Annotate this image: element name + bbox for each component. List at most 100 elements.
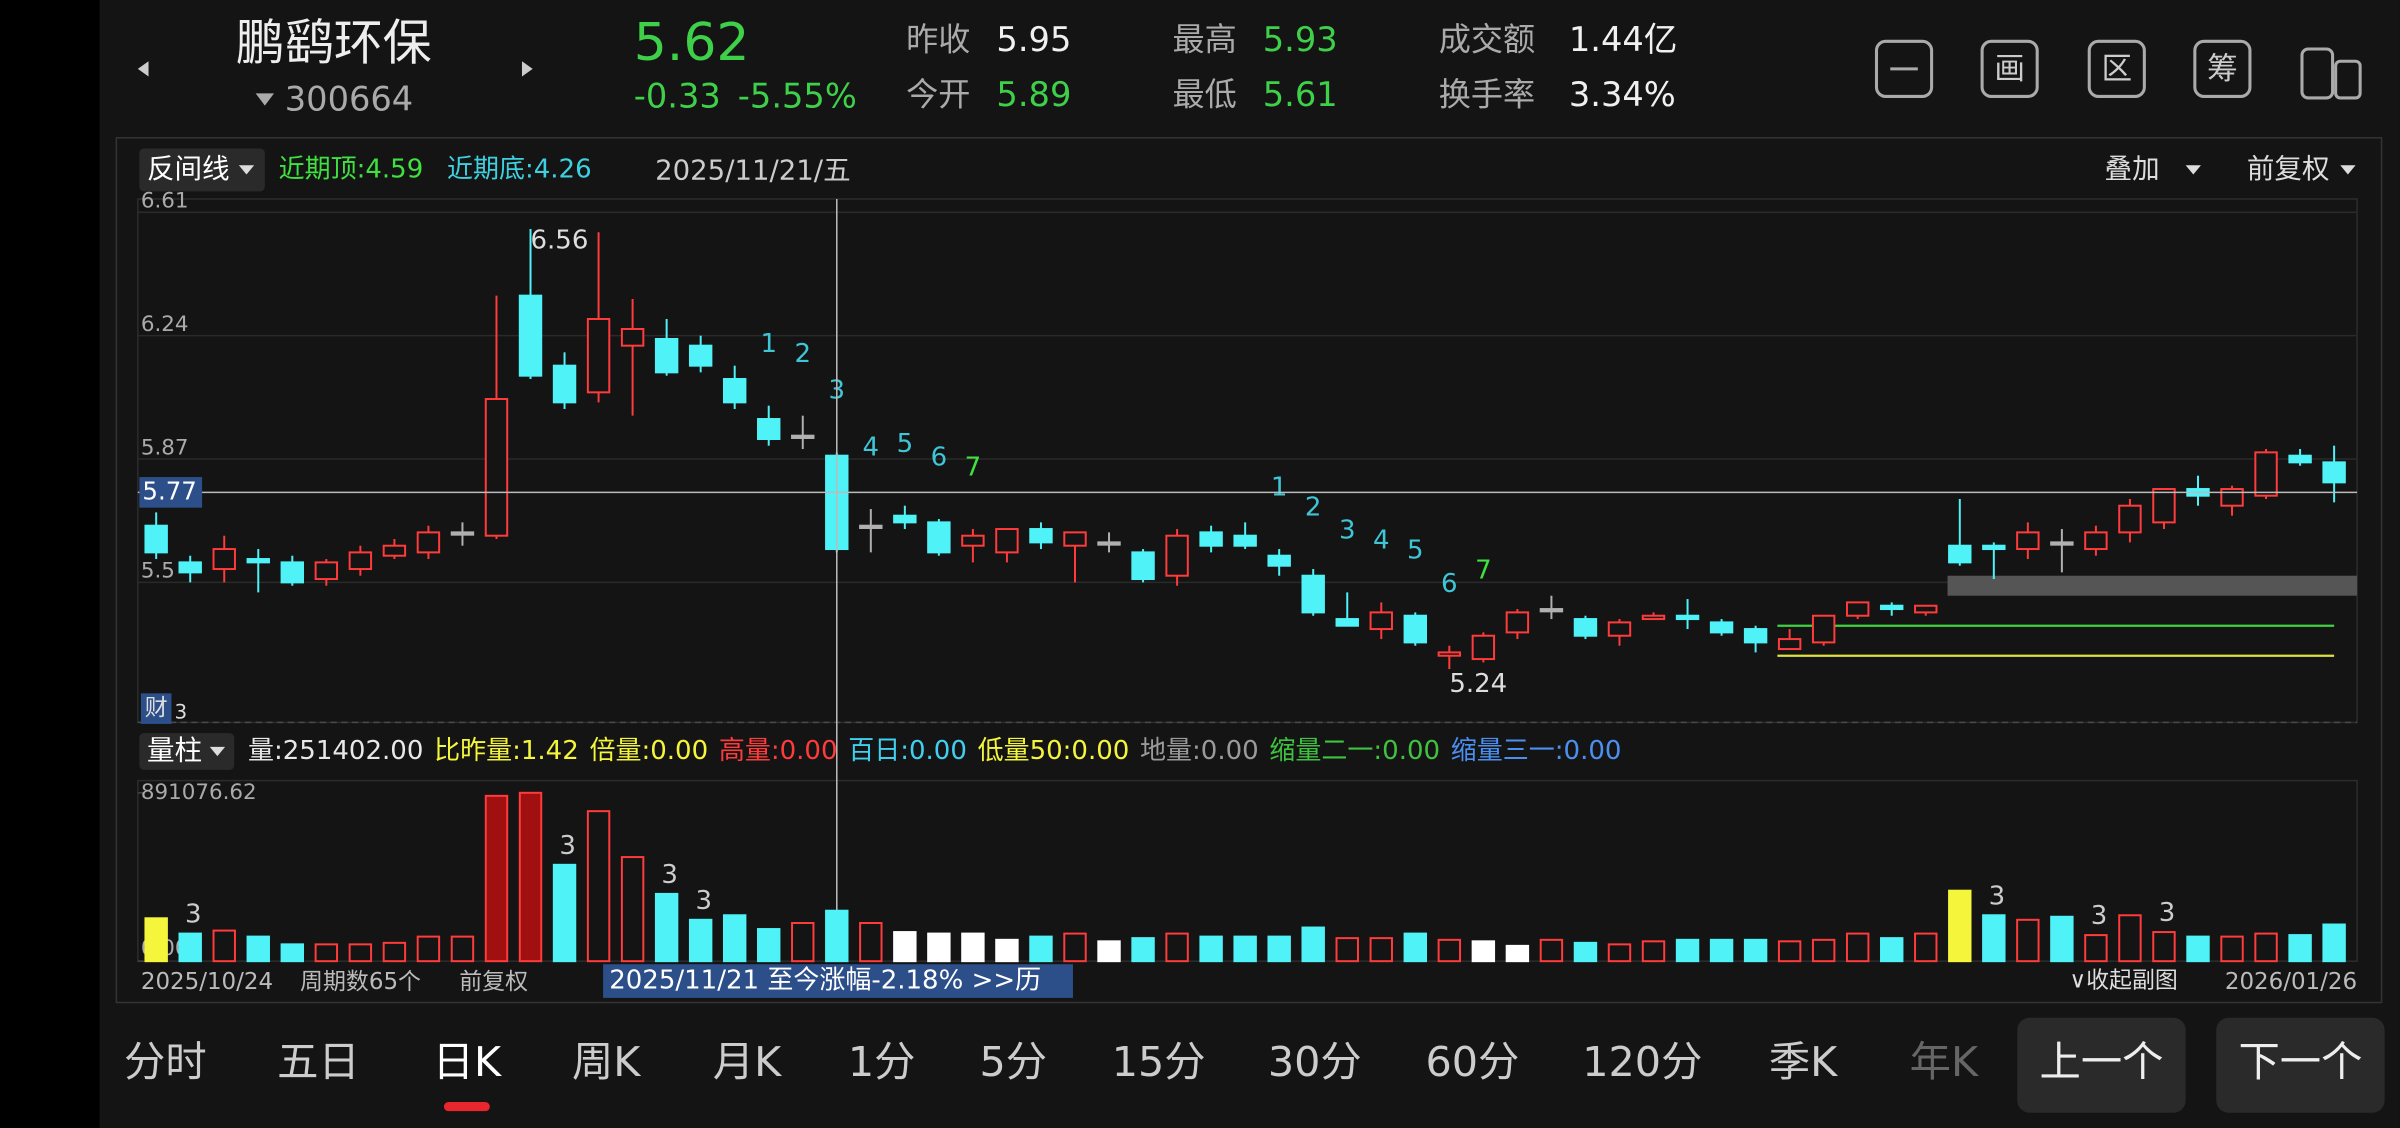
volume-bar bbox=[1914, 932, 1938, 963]
volume-stat: 倍量:0.00 bbox=[589, 736, 708, 766]
period-tab[interactable]: 1分 bbox=[848, 1038, 916, 1086]
chart-panel bbox=[115, 136, 2383, 1004]
period-tab[interactable]: 周K bbox=[572, 1038, 641, 1086]
icon-phone-2 bbox=[2334, 59, 2362, 100]
volume-bar bbox=[1743, 938, 1768, 963]
period-tab[interactable]: 日K bbox=[433, 1038, 502, 1086]
period-tab[interactable]: 季K bbox=[1769, 1038, 1838, 1086]
price-change-pct: -5.55% bbox=[738, 76, 857, 115]
x-tick-label: 2025/10/24 bbox=[141, 969, 273, 995]
volume-bar bbox=[688, 918, 713, 963]
candle-body bbox=[1233, 534, 1257, 547]
candle-body bbox=[1948, 544, 1972, 564]
volume-bar-label: 3 bbox=[185, 900, 202, 930]
icon-label[interactable]: 筹 bbox=[2207, 52, 2238, 87]
candle-body bbox=[280, 561, 305, 584]
range-text[interactable]: 2025/11/21 至今涨幅-2.18% >>历 bbox=[609, 966, 1041, 996]
candle-body bbox=[348, 551, 373, 571]
icon-box[interactable] bbox=[2087, 39, 2146, 98]
candle-body bbox=[2050, 541, 2074, 546]
overlay[interactable]: 叠加 bbox=[2105, 153, 2160, 185]
sequence-label: 2 bbox=[1305, 492, 1322, 522]
volume-bar bbox=[1539, 938, 1564, 963]
period-tab[interactable]: 五日 bbox=[277, 1038, 360, 1086]
volume-bar bbox=[416, 935, 441, 963]
volume-bar bbox=[2220, 935, 2244, 963]
period-tab[interactable]: 30分 bbox=[1268, 1038, 1362, 1086]
volume-bar bbox=[2084, 934, 2108, 963]
candle-body bbox=[893, 514, 917, 524]
period-tab[interactable]: 5分 bbox=[979, 1038, 1047, 1086]
candle-body bbox=[791, 434, 815, 439]
volume-selector-label[interactable]: 量柱 bbox=[147, 734, 202, 766]
candle-body bbox=[212, 548, 236, 571]
y-tick-label: 5.87 bbox=[141, 435, 189, 460]
volume-bar bbox=[178, 932, 202, 963]
icon-phone[interactable] bbox=[2300, 47, 2335, 100]
nav-button-label[interactable]: 上一个 bbox=[2040, 1038, 2164, 1086]
finance-count: 3 bbox=[175, 701, 188, 724]
volume-bar bbox=[1675, 938, 1700, 963]
last-price: 5.62 bbox=[634, 13, 750, 73]
volume-stat: 百日:0.00 bbox=[848, 736, 967, 766]
volume-bar bbox=[1573, 941, 1598, 963]
candle-body bbox=[1335, 618, 1359, 627]
candle-body bbox=[2220, 488, 2244, 507]
period-tab[interactable]: 分时 bbox=[124, 1038, 207, 1086]
sequence-label: 7 bbox=[965, 452, 982, 482]
volume-bar bbox=[927, 932, 951, 963]
stock-name: 鹏鹞环保 bbox=[236, 14, 432, 71]
candle-body bbox=[1131, 551, 1155, 581]
collapse-button[interactable]: ∨收起副图 bbox=[2069, 968, 2178, 994]
next-button[interactable] bbox=[2216, 1017, 2385, 1113]
max-label: 6.56 bbox=[531, 226, 589, 256]
candle-body bbox=[757, 418, 781, 441]
y-tick-label: 891076.62 bbox=[141, 780, 257, 805]
stat-label: 昨收 bbox=[906, 20, 970, 58]
volume-bar bbox=[2186, 935, 2210, 963]
prev-button[interactable] bbox=[2017, 1017, 2186, 1113]
icon-box[interactable] bbox=[1980, 39, 2039, 98]
candle-body bbox=[1301, 574, 1325, 614]
icon-minus[interactable] bbox=[1874, 39, 1934, 98]
nav-button-label[interactable]: 下一个 bbox=[2238, 1038, 2362, 1086]
candle-body bbox=[859, 524, 883, 529]
indicator-selector[interactable] bbox=[139, 148, 265, 192]
icon-label[interactable]: 画 bbox=[1994, 52, 2025, 87]
volume-bar bbox=[1845, 932, 1870, 963]
volume-selector[interactable] bbox=[139, 733, 235, 770]
period-tab[interactable]: 年K bbox=[1910, 1038, 1979, 1086]
period-tab[interactable]: 120分 bbox=[1582, 1038, 1702, 1086]
volume-bar bbox=[1369, 937, 1393, 963]
period-tab[interactable]: 月K bbox=[713, 1038, 782, 1086]
price-change: -0.33 bbox=[634, 76, 721, 115]
volume-bar bbox=[2152, 931, 2176, 963]
candle-body bbox=[552, 364, 577, 404]
candle-body bbox=[2254, 451, 2278, 497]
volume-bar bbox=[757, 928, 781, 963]
prev-stock-arrow[interactable] bbox=[137, 61, 149, 77]
sequence-label: 4 bbox=[1373, 526, 1390, 556]
volume-bar bbox=[961, 932, 985, 963]
volume-bar bbox=[654, 892, 679, 963]
period-tab[interactable]: 15分 bbox=[1112, 1038, 1206, 1086]
indicator-name[interactable]: 反间线 bbox=[147, 153, 230, 185]
volume-bar bbox=[586, 810, 611, 963]
code-dropdown[interactable] bbox=[255, 93, 275, 106]
volume-bar-label: 3 bbox=[2091, 901, 2108, 931]
crosshair-label-box bbox=[139, 477, 203, 508]
stat-value: 5.61 bbox=[1263, 75, 1338, 114]
range-box[interactable] bbox=[603, 964, 1073, 998]
finance-icon[interactable]: 财 bbox=[145, 695, 168, 721]
adjust[interactable]: 前复权 bbox=[2247, 153, 2330, 185]
level-band bbox=[1947, 575, 2358, 596]
volume-bar bbox=[144, 917, 168, 963]
period-tab[interactable]: 60分 bbox=[1425, 1038, 1519, 1086]
volume-bar bbox=[1403, 932, 1428, 963]
next-stock-arrow[interactable] bbox=[521, 61, 533, 77]
icon-label[interactable]: 区 bbox=[2101, 52, 2132, 87]
candle-body bbox=[620, 328, 645, 347]
icon-box[interactable] bbox=[2193, 39, 2252, 98]
volume-bar-label: 3 bbox=[1989, 881, 2006, 911]
candle-body bbox=[1777, 638, 1802, 651]
